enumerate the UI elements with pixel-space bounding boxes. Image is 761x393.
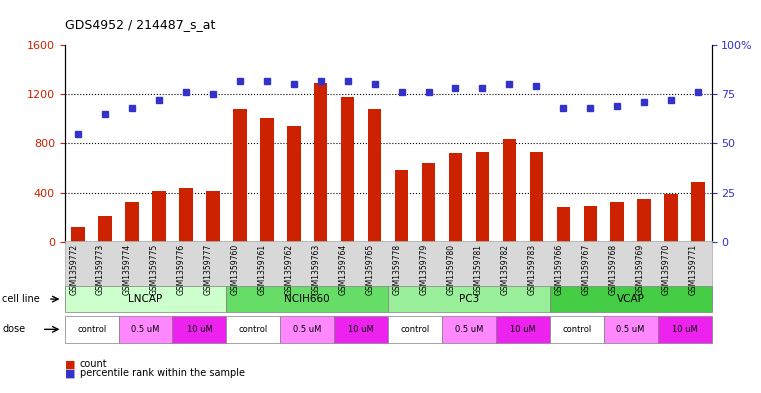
Bar [691,182,705,242]
Text: 0.5 uM: 0.5 uM [455,325,483,334]
Bar [395,171,409,242]
Text: GSM1359762: GSM1359762 [285,244,294,295]
Bar [638,199,651,242]
Text: 10 uM: 10 uM [186,325,212,334]
Text: GSM1359775: GSM1359775 [150,244,159,295]
Bar [98,216,112,242]
Text: control: control [77,325,107,334]
Text: GDS4952 / 214487_s_at: GDS4952 / 214487_s_at [65,18,215,31]
Text: GSM1359763: GSM1359763 [312,244,320,295]
Text: percentile rank within the sample: percentile rank within the sample [80,368,245,378]
Text: GSM1359766: GSM1359766 [554,244,563,295]
Text: GSM1359761: GSM1359761 [258,244,267,295]
Text: count: count [80,359,107,369]
Text: GSM1359772: GSM1359772 [69,244,78,295]
Bar [341,97,355,242]
Text: 10 uM: 10 uM [672,325,698,334]
Text: 0.5 uM: 0.5 uM [616,325,645,334]
Text: GSM1359774: GSM1359774 [123,244,132,295]
Text: GSM1359782: GSM1359782 [501,244,509,295]
Text: GSM1359783: GSM1359783 [527,244,537,295]
Text: cell line: cell line [2,294,40,304]
Text: 10 uM: 10 uM [510,325,536,334]
Text: GSM1359760: GSM1359760 [231,244,240,295]
Text: GSM1359778: GSM1359778 [393,244,402,295]
Bar [476,152,489,242]
Text: dose: dose [2,324,25,334]
Text: GSM1359769: GSM1359769 [635,244,644,295]
Text: ■: ■ [65,368,75,378]
Bar [126,202,139,242]
Text: GSM1359771: GSM1359771 [689,244,698,295]
Text: GSM1359767: GSM1359767 [581,244,591,295]
Text: GSM1359781: GSM1359781 [473,244,482,295]
Bar [314,83,327,242]
Bar [152,191,166,242]
Text: control: control [562,325,591,334]
Bar [233,109,247,242]
Text: GSM1359770: GSM1359770 [662,244,671,295]
Bar [449,153,462,242]
Text: NCIH660: NCIH660 [285,294,330,304]
Bar [206,191,220,242]
Text: GSM1359768: GSM1359768 [608,244,617,295]
Text: GSM1359773: GSM1359773 [96,244,105,295]
Text: GSM1359779: GSM1359779 [419,244,428,295]
Text: GSM1359780: GSM1359780 [447,244,456,295]
Bar [180,187,193,242]
Bar [530,152,543,242]
Text: 10 uM: 10 uM [349,325,374,334]
Bar [287,126,301,242]
Bar [368,109,381,242]
Text: GSM1359764: GSM1359764 [339,244,348,295]
Text: control: control [400,325,430,334]
Text: GSM1359765: GSM1359765 [365,244,374,295]
Text: control: control [239,325,268,334]
Text: LNCAP: LNCAP [129,294,163,304]
Text: GSM1359777: GSM1359777 [204,244,213,295]
Text: ■: ■ [65,359,75,369]
Text: GSM1359776: GSM1359776 [177,244,186,295]
Text: PC3: PC3 [459,294,479,304]
Bar [664,194,678,242]
Bar [556,207,570,242]
Bar [72,227,85,242]
Bar [260,118,273,242]
Text: 0.5 uM: 0.5 uM [132,325,160,334]
Text: VCAP: VCAP [616,294,645,304]
Bar [422,163,435,242]
Bar [584,206,597,242]
Bar [610,202,624,242]
Bar [503,138,516,242]
Text: 0.5 uM: 0.5 uM [293,325,321,334]
